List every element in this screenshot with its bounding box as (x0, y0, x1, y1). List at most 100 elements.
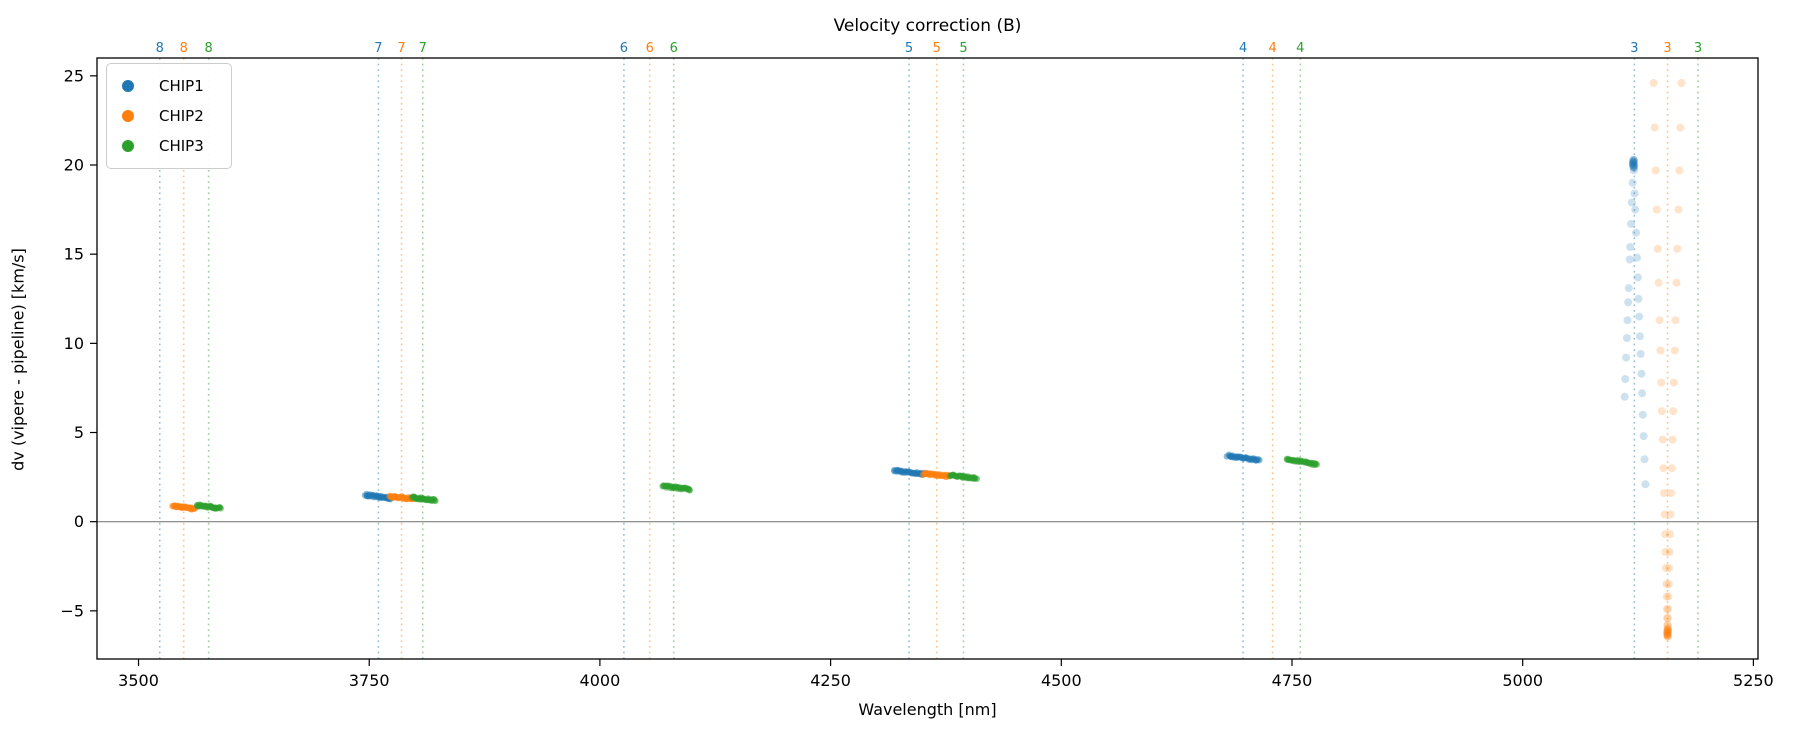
scatter-point (1637, 369, 1646, 378)
streak-cluster (194, 501, 225, 512)
streak-cluster (659, 482, 693, 494)
y-tick-label: 20 (64, 156, 84, 175)
scatter-point (1640, 455, 1649, 464)
legend-item: CHIP3 (107, 131, 231, 161)
legend-item-label: CHIP3 (159, 137, 204, 155)
scatter-point (1653, 244, 1662, 253)
order-label: 3 (1630, 41, 1638, 56)
scatter-point (1639, 432, 1648, 441)
scatter-point (1660, 510, 1669, 519)
y-axis-label: dv (vipere - pipeline) [km/s] (8, 248, 28, 471)
scatter-point (1657, 407, 1666, 416)
scatter-point (1663, 621, 1672, 630)
scatter-point (1654, 278, 1663, 287)
y-tick-label: −5 (60, 601, 84, 620)
data-points (169, 79, 1686, 641)
scatter-point (1627, 198, 1636, 207)
order-label: 8 (205, 41, 213, 56)
x-tick-label: 3500 (118, 671, 159, 690)
scatter-point (1641, 480, 1650, 489)
legend: CHIP1 CHIP2 CHIP3 (106, 63, 232, 169)
scatter-point (1663, 614, 1672, 622)
order-label: 5 (959, 41, 967, 56)
order-label: 8 (156, 41, 164, 56)
y-tick-label: 10 (64, 334, 84, 353)
scatter-point (1663, 629, 1672, 638)
scatter-point (1633, 273, 1642, 282)
scatter-point (1623, 316, 1632, 325)
scatter-point (686, 487, 693, 494)
scatter-point (1624, 298, 1633, 307)
scatter-point (1630, 156, 1638, 165)
scatter-point (1664, 625, 1673, 634)
y-tick-label: 0 (74, 512, 84, 531)
order-label: 5 (905, 41, 913, 56)
scatter-point (1663, 624, 1672, 633)
x-axis-label: Wavelength [nm] (858, 700, 997, 719)
scatter-point (1667, 489, 1676, 498)
scatter-point (1656, 346, 1665, 355)
scatter-point (1662, 592, 1671, 601)
scatter-point (1664, 605, 1673, 614)
order-label: 4 (1296, 41, 1304, 56)
x-tick-label: 4500 (1041, 671, 1082, 690)
x-axis: 3500 3750 4000 4250 4500 4750 5000 5250 (118, 659, 1774, 690)
scatter-point (1663, 626, 1672, 635)
x-tick-label: 5000 (1502, 671, 1543, 690)
scatter-point (1663, 631, 1672, 640)
scatter-point (1664, 592, 1673, 601)
legend-marker-dot (122, 80, 134, 92)
scatter-point (1664, 614, 1672, 622)
scatter-point (1655, 316, 1664, 325)
scatter-point (1667, 464, 1676, 473)
scatter-point (1649, 79, 1658, 87)
scatter-point (1634, 294, 1643, 303)
order-label: 7 (419, 41, 427, 56)
scatter-point (1631, 205, 1640, 214)
scatter-point (1665, 548, 1674, 556)
scatter-point (1672, 278, 1681, 287)
scatter-point (1658, 435, 1667, 444)
scatter-point (1626, 243, 1635, 251)
scatter-point (1621, 375, 1630, 383)
plot-area-border (96, 57, 1759, 660)
scatter-point (1620, 392, 1629, 401)
scatter-point (1633, 253, 1641, 262)
streak-cluster (169, 502, 199, 513)
legend-item: CHIP1 (107, 71, 231, 101)
scatter-point (1669, 407, 1678, 416)
x-tick-label: 4250 (810, 671, 851, 690)
scatter-point (217, 505, 225, 512)
scatter-point (1664, 627, 1672, 636)
scatter-point (1630, 161, 1639, 169)
order-label: 4 (1268, 41, 1276, 56)
order-label: 3 (1694, 41, 1702, 56)
scatter-point (1629, 161, 1638, 170)
scatter-point (1670, 346, 1679, 355)
order-label: 6 (670, 41, 678, 56)
scatter-point (1629, 166, 1638, 175)
order-label: 4 (1239, 41, 1247, 56)
scatter-point (1628, 159, 1637, 168)
scatter-point (1650, 123, 1659, 132)
legend-marker-dot (122, 140, 134, 152)
scatter-point (1628, 160, 1637, 169)
scatter-point (1629, 155, 1638, 164)
order-label: 5 (933, 41, 941, 56)
fan-cluster (1649, 79, 1686, 641)
streak-cluster (408, 493, 439, 505)
scatter-point (1663, 621, 1672, 630)
scatter-point (432, 497, 439, 505)
scatter-point (1313, 461, 1321, 468)
x-tick-label: 4000 (580, 671, 621, 690)
scatter-point (1651, 166, 1660, 175)
x-tick-label: 4750 (1272, 671, 1313, 690)
order-label: 8 (180, 41, 188, 56)
order-label: 6 (646, 41, 654, 56)
scatter-point (1635, 332, 1644, 341)
order-label: 7 (397, 41, 405, 56)
scatter-point (1664, 580, 1673, 589)
scatter-point (1622, 353, 1631, 362)
